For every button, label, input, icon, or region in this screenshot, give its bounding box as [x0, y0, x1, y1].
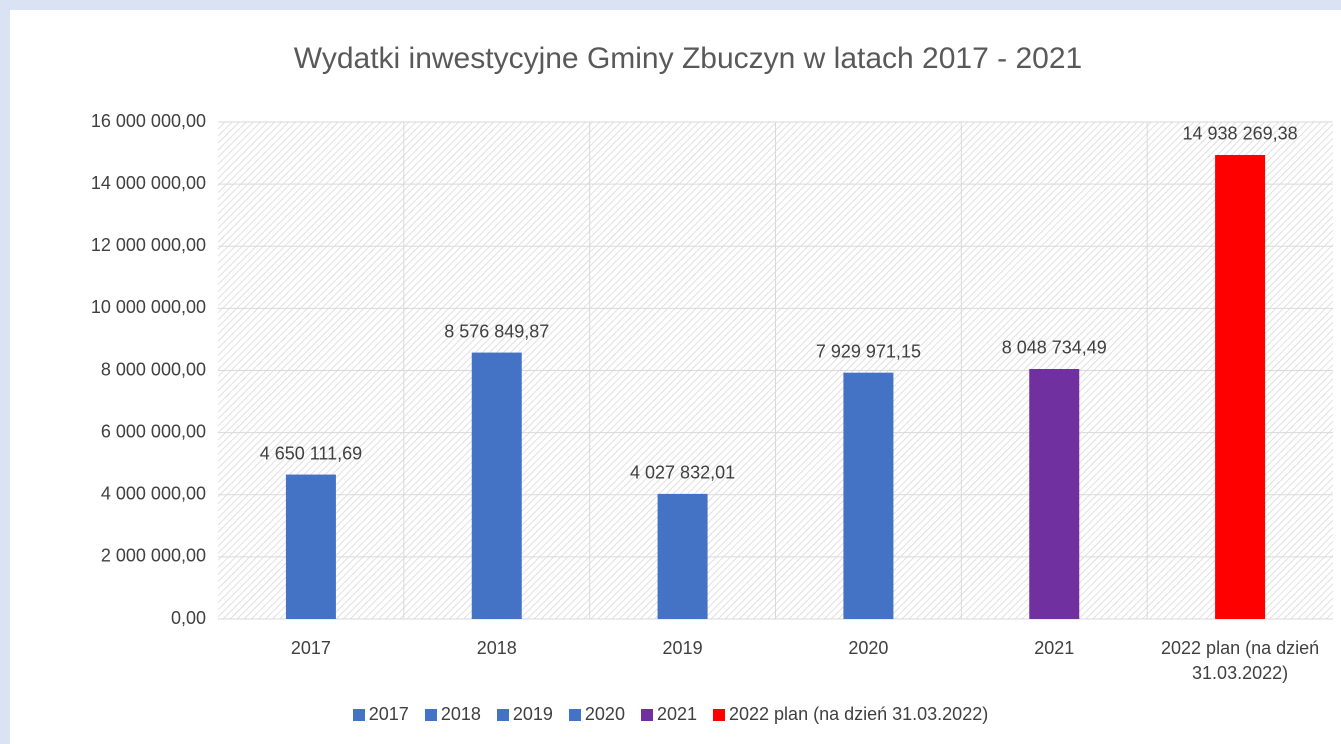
legend-label: 2021	[656, 704, 697, 724]
bar	[285, 474, 336, 619]
legend-item: 2019	[496, 704, 553, 725]
data-label: 14 938 269,38	[1183, 124, 1298, 144]
y-tick-label: 2 000 000,00	[101, 546, 206, 566]
legend-swatch	[352, 708, 365, 721]
legend-item: 2017	[352, 704, 409, 725]
chart-title: Wydatki inwestycyjne Gminy Zbuczyn w lat…	[294, 42, 1082, 75]
legend-swatch	[713, 708, 725, 721]
legend-item: 2021	[640, 704, 697, 725]
legend-swatch	[640, 708, 653, 721]
x-tick-label: 2018	[476, 638, 517, 658]
legend-label: 2018	[440, 704, 481, 724]
x-tick-label: 2020	[848, 638, 889, 658]
y-tick-label: 0,00	[171, 608, 206, 628]
legend: 2017 2018 2019 2020 2021 2022 plan (na dzień …	[0, 704, 1341, 725]
x-tick-label: 2021	[1034, 638, 1075, 658]
legend-swatch	[424, 708, 437, 721]
legend-label: 2022 plan (na dzień 31.03.2022)	[729, 704, 989, 724]
legend-label: 2019	[512, 704, 553, 724]
legend-item: 2020	[568, 704, 625, 725]
legend-item: 2022 plan (na dzień 31.03.2022)	[713, 704, 988, 725]
bar	[1029, 368, 1080, 619]
legend-label: 2020	[584, 704, 625, 724]
x-tick-label: 2022 plan (na dzień 31.03.2022)	[1161, 638, 1320, 683]
bar	[843, 372, 894, 619]
x-tick-label: 2019	[662, 638, 703, 658]
data-label: 8 048 734,49	[1002, 338, 1107, 358]
data-label: 7 929 971,15	[816, 341, 921, 361]
bar	[1215, 154, 1266, 619]
y-tick-label: 6 000 000,00	[101, 421, 206, 441]
y-tick-label: 4 000 000,00	[101, 484, 206, 504]
x-tick-label: 2017	[290, 638, 331, 658]
y-tick-label: 12 000 000,00	[91, 235, 206, 255]
legend-item: 2018	[424, 704, 481, 725]
bar	[471, 352, 522, 619]
bar	[657, 493, 708, 619]
y-tick-label: 8 000 000,00	[101, 359, 206, 379]
legend-label: 2017	[368, 704, 409, 724]
data-label: 4 650 111,69	[260, 443, 362, 463]
y-tick-label: 10 000 000,00	[91, 297, 206, 317]
data-label: 8 576 849,87	[444, 321, 549, 341]
data-label: 4 027 832,01	[630, 463, 735, 483]
y-tick-label: 16 000 000,00	[91, 111, 206, 131]
legend-swatch	[496, 708, 509, 721]
legend-swatch	[568, 708, 581, 721]
y-tick-label: 14 000 000,00	[91, 173, 206, 193]
